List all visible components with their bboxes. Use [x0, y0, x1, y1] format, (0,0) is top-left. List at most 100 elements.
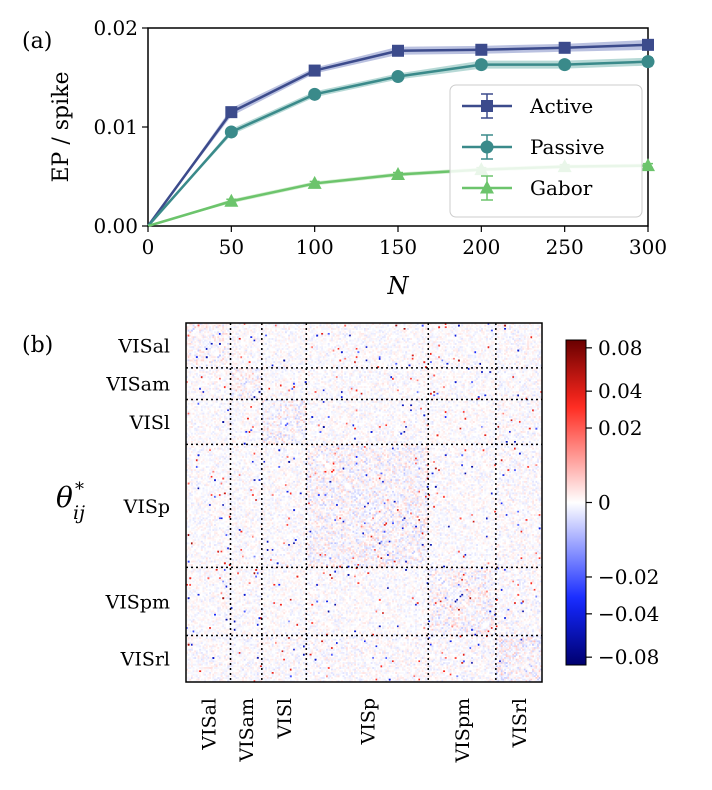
y-tick-label: 0.00	[93, 214, 138, 238]
heatmap-cell	[265, 343, 267, 345]
heatmap-cell	[479, 375, 481, 377]
heatmap-cell	[237, 360, 239, 362]
heatmap-cell	[527, 335, 529, 337]
heatmap-cell	[214, 328, 216, 330]
heatmap-cell	[407, 335, 409, 337]
heatmap-cell	[254, 375, 256, 377]
heatmap-cell	[255, 365, 257, 367]
heatmap-cell	[280, 326, 282, 328]
heatmap-cell	[397, 351, 399, 353]
heatmap-cell	[422, 351, 424, 353]
heatmap-cell	[255, 371, 257, 373]
heatmap-cell	[308, 376, 310, 378]
heatmap-cell	[474, 326, 476, 328]
heatmap-cell	[338, 326, 340, 328]
heatmap-cell	[463, 383, 465, 385]
heatmap-cell	[516, 351, 518, 353]
heatmap-cell	[255, 343, 257, 345]
heatmap-cell	[338, 335, 340, 337]
heatmap-cell	[303, 376, 305, 378]
heatmap-cell	[377, 383, 379, 385]
heatmap-cell	[539, 335, 541, 337]
heatmap-cell	[290, 378, 292, 380]
heatmap-cell	[537, 346, 539, 348]
heatmap-cell	[535, 351, 537, 353]
heatmap-cell	[222, 335, 224, 337]
heatmap-cell	[362, 326, 364, 328]
heatmap-cell	[354, 351, 356, 353]
heatmap-cell	[380, 335, 382, 337]
heatmap-cell	[354, 343, 356, 345]
heatmap-cell	[293, 375, 295, 377]
heatmap-cell	[311, 375, 313, 377]
heatmap-cell	[219, 343, 221, 345]
heatmap-cell	[278, 358, 280, 360]
x-tick-label: 250	[546, 235, 584, 259]
heatmap-cell	[451, 355, 453, 357]
heatmap-cell	[242, 360, 244, 362]
heatmap-cell	[532, 378, 534, 380]
heatmap-cell	[433, 335, 435, 337]
heatmap-cell	[313, 365, 315, 367]
heatmap-cell	[316, 341, 318, 343]
heatmap-cell	[404, 363, 406, 365]
heatmap-cell	[252, 351, 254, 353]
heatmap-cell	[387, 343, 389, 345]
heatmap-cell	[478, 383, 480, 385]
heatmap-cell	[479, 335, 481, 337]
heatmap-cell	[509, 328, 511, 330]
heatmap-cell	[466, 326, 468, 328]
heatmap-cell	[522, 371, 524, 373]
legend-marker-passive	[481, 141, 494, 154]
heatmap-cell	[326, 373, 328, 375]
x-axis-ticks: 0 50 100 150 200 250 300	[142, 226, 667, 259]
heatmap-cell	[524, 383, 526, 385]
heatmap-cell	[287, 343, 289, 345]
heatmap-cell	[512, 335, 514, 337]
heatmap-cell	[412, 375, 414, 377]
heatmap-cell	[364, 366, 366, 368]
heatmap-cell	[291, 335, 293, 337]
data-point-active	[475, 44, 487, 56]
heatmap-cell	[361, 361, 363, 363]
heatmap-cell	[189, 375, 191, 377]
heatmap-cell	[329, 355, 331, 357]
heatmap-cell	[535, 343, 537, 345]
heatmap-cell	[265, 326, 267, 328]
heatmap-cell	[450, 335, 452, 337]
heatmap-cells	[186, 323, 542, 682]
heatmap-cell	[367, 383, 369, 385]
heatmap-cell	[285, 326, 287, 328]
heatmap-cell	[498, 360, 500, 362]
heatmap-cell	[237, 326, 239, 328]
heatmap-cell	[275, 343, 277, 345]
heatmap-cell	[275, 360, 277, 362]
heatmap-cell	[346, 351, 348, 353]
heatmap-cell	[473, 335, 475, 337]
heatmap-cell	[404, 375, 406, 377]
heatmap-cell	[239, 348, 241, 350]
heatmap-cell	[423, 356, 425, 358]
data-point-passive	[308, 88, 321, 101]
heatmap-cell	[369, 328, 371, 330]
heatmap-cell	[226, 360, 228, 362]
heatmap-cell	[437, 358, 439, 360]
heatmap-cell	[262, 326, 264, 328]
heatmap-cell	[212, 351, 214, 353]
data-point-passive	[642, 55, 655, 68]
heatmap-cell	[320, 373, 322, 375]
heatmap-cell	[359, 366, 361, 368]
heatmap-cell	[356, 326, 358, 328]
heatmap-cell	[498, 326, 500, 328]
heatmap-cell	[219, 326, 221, 328]
heatmap-cell	[291, 351, 293, 353]
heatmap-cell	[252, 343, 254, 345]
heatmap-cell	[282, 375, 284, 377]
heatmap-cell	[423, 335, 425, 337]
heatmap-cell	[450, 343, 452, 345]
heatmap-cell	[305, 381, 307, 383]
heatmap-cell	[374, 360, 376, 362]
heatmap-cell	[268, 343, 270, 345]
heatmap-cell	[328, 335, 330, 337]
heatmap-cell	[217, 335, 219, 337]
